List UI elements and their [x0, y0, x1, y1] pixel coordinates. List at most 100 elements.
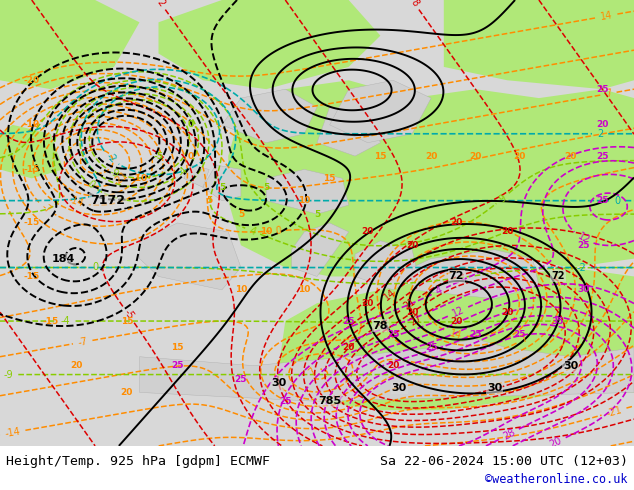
Text: 12: 12 — [450, 304, 466, 319]
Text: 5: 5 — [238, 210, 244, 219]
Text: -4: -4 — [176, 165, 190, 178]
Text: 0: 0 — [93, 262, 98, 272]
Text: 5: 5 — [263, 183, 269, 192]
Text: -21: -21 — [111, 170, 130, 188]
Text: 20: 20 — [501, 227, 514, 236]
Polygon shape — [158, 0, 380, 89]
Text: 10: 10 — [260, 227, 273, 236]
Text: 25: 25 — [596, 196, 609, 205]
Text: 25: 25 — [387, 330, 399, 339]
Text: 25: 25 — [235, 374, 247, 384]
Text: 20: 20 — [70, 361, 82, 370]
Polygon shape — [139, 223, 241, 290]
Text: 8: 8 — [408, 0, 420, 8]
Text: 20: 20 — [342, 343, 355, 352]
Polygon shape — [184, 165, 209, 187]
Text: 5: 5 — [314, 210, 320, 219]
Text: 10: 10 — [235, 285, 247, 294]
Text: Sa 22-06-2024 15:00 UTC (12+03): Sa 22-06-2024 15:00 UTC (12+03) — [380, 455, 628, 468]
Polygon shape — [222, 89, 317, 143]
Text: 0: 0 — [187, 121, 193, 129]
Text: 15: 15 — [374, 151, 387, 161]
Text: 2: 2 — [597, 129, 603, 139]
Text: 0: 0 — [86, 179, 96, 191]
Text: 9: 9 — [497, 193, 508, 204]
Polygon shape — [412, 250, 539, 299]
Text: 30: 30 — [563, 361, 578, 370]
Text: -15: -15 — [23, 219, 40, 227]
Text: 10: 10 — [298, 285, 311, 294]
Text: -7: -7 — [77, 336, 88, 348]
Text: 35: 35 — [552, 317, 564, 325]
Text: 25: 25 — [342, 317, 355, 325]
Text: 7: 7 — [307, 366, 318, 377]
Text: -10: -10 — [23, 121, 40, 129]
Text: 15: 15 — [323, 174, 336, 183]
Text: 25: 25 — [596, 85, 609, 94]
Text: -20: -20 — [23, 76, 40, 85]
Text: 30: 30 — [487, 383, 502, 393]
Text: 20: 20 — [406, 308, 418, 317]
Text: 20: 20 — [596, 121, 609, 129]
Text: 20: 20 — [564, 151, 577, 161]
Text: -4: -4 — [61, 316, 70, 326]
Polygon shape — [279, 268, 634, 410]
Text: 20: 20 — [450, 317, 463, 325]
Polygon shape — [139, 339, 634, 401]
Text: 7: 7 — [605, 88, 612, 99]
Text: 7: 7 — [519, 333, 529, 344]
Text: 21: 21 — [401, 296, 417, 312]
Text: 25: 25 — [425, 343, 437, 352]
Polygon shape — [444, 0, 634, 89]
Polygon shape — [330, 80, 431, 143]
Text: -15: -15 — [23, 272, 40, 281]
Text: 20: 20 — [514, 151, 526, 161]
Text: 10: 10 — [298, 196, 311, 205]
Polygon shape — [0, 259, 158, 446]
Text: 14: 14 — [600, 10, 613, 22]
Text: 30: 30 — [392, 383, 407, 393]
Text: -5: -5 — [122, 308, 136, 321]
Text: -9: -9 — [108, 166, 121, 179]
Polygon shape — [292, 223, 349, 276]
Text: 25: 25 — [279, 397, 292, 406]
Text: 184: 184 — [52, 254, 75, 264]
Text: 25: 25 — [514, 330, 526, 339]
Text: 12: 12 — [576, 231, 591, 246]
Text: 2: 2 — [155, 0, 167, 8]
Text: 78: 78 — [373, 320, 388, 331]
Text: 20: 20 — [361, 299, 374, 308]
Text: 25: 25 — [596, 151, 609, 161]
Text: 785: 785 — [318, 396, 341, 406]
Text: 5: 5 — [206, 196, 212, 205]
Text: 30: 30 — [577, 285, 590, 294]
Text: 20: 20 — [450, 219, 463, 227]
Text: 5: 5 — [219, 183, 225, 192]
Text: 25: 25 — [469, 330, 482, 339]
Polygon shape — [266, 170, 349, 214]
Polygon shape — [203, 165, 241, 201]
Text: -10: -10 — [131, 174, 148, 183]
Text: -21: -21 — [605, 405, 623, 418]
Text: -15: -15 — [23, 165, 40, 174]
Text: 20: 20 — [501, 308, 514, 317]
Text: -2: -2 — [576, 263, 586, 272]
Text: 72: 72 — [449, 271, 464, 281]
Text: 15: 15 — [120, 317, 133, 325]
Polygon shape — [0, 125, 63, 178]
Text: 4: 4 — [434, 285, 444, 297]
Polygon shape — [228, 80, 634, 276]
Text: 28: 28 — [501, 427, 517, 441]
Text: 25: 25 — [577, 241, 590, 250]
Text: Height/Temp. 925 hPa [gdpm] ECMWF: Height/Temp. 925 hPa [gdpm] ECMWF — [6, 455, 270, 468]
Text: 20: 20 — [469, 151, 482, 161]
Text: -14: -14 — [4, 426, 22, 439]
Text: 20: 20 — [361, 227, 374, 236]
Text: 20: 20 — [387, 361, 399, 370]
Text: -15: -15 — [42, 317, 59, 325]
Text: 7172: 7172 — [90, 194, 126, 207]
Polygon shape — [355, 241, 418, 290]
Text: -7: -7 — [39, 202, 53, 216]
Text: ©weatheronline.co.uk: ©weatheronline.co.uk — [485, 472, 628, 486]
Text: -9: -9 — [4, 369, 13, 380]
